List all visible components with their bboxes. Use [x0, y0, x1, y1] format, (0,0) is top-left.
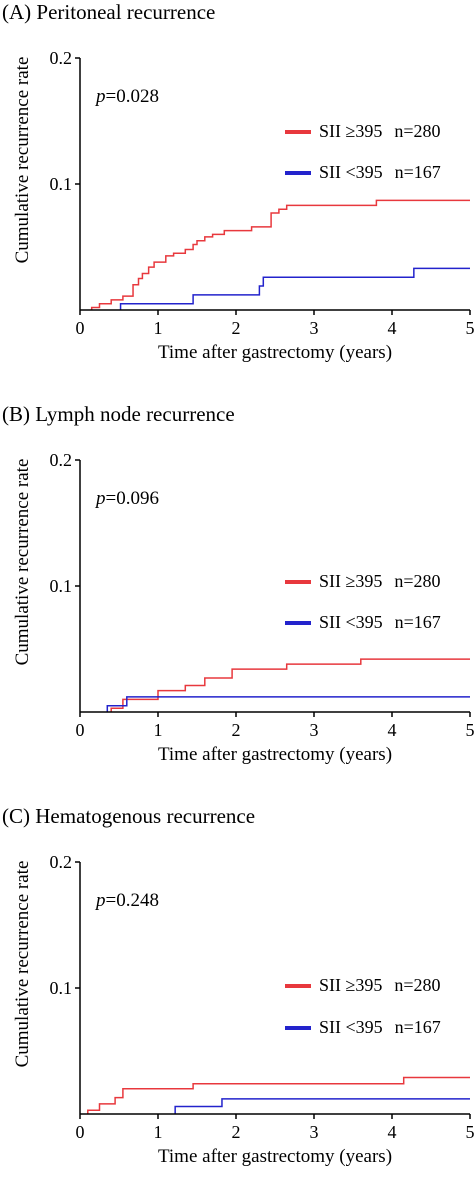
y-tick-label: 0.1 — [50, 174, 73, 194]
legend-swatch-high — [285, 580, 311, 584]
series-line-low — [175, 1099, 470, 1114]
legend-swatch-low — [285, 621, 311, 625]
y-axis-label: Cumulative recurrence rate — [12, 452, 34, 672]
legend-swatch-high — [285, 984, 311, 988]
x-tick-label: 4 — [388, 720, 397, 740]
legend-label-high: SII ≥395 — [319, 975, 382, 995]
x-tick-label: 2 — [232, 720, 241, 740]
chart-panel-c: 0 1 2 3 4 5 0.1 0.2 (C) Hematogenous recurrence… — [0, 804, 474, 1194]
legend-item-low: SII <395 n=167 — [285, 1016, 441, 1038]
legend-n-high: n=280 — [394, 121, 440, 141]
chart-panel-b: 0 1 2 3 4 5 0.1 0.2 (B) Lymph node recurrence C… — [0, 402, 474, 792]
chart-panel-a: 0 1 2 3 4 5 0.1 0.2 (A) Peritoneal recurrence C… — [0, 0, 474, 390]
x-tick-label: 2 — [232, 1122, 241, 1142]
legend-label-high: SII ≥395 — [319, 121, 382, 141]
x-tick-label: 5 — [466, 318, 474, 338]
x-tick-label: 1 — [154, 318, 163, 338]
legend-label-low: SII <395 — [319, 1017, 383, 1037]
chart-svg: 0 1 2 3 4 5 0.1 0.2 — [0, 402, 474, 792]
y-axis-label: Cumulative recurrence rate — [12, 854, 34, 1074]
panel-title: (A) Peritoneal recurrence — [2, 0, 215, 24]
x-axis-label: Time after gastrectomy (years) — [80, 744, 470, 766]
x-tick-label: 3 — [310, 318, 319, 338]
legend-n-low: n=167 — [395, 1017, 441, 1037]
x-tick-label: 4 — [388, 318, 397, 338]
x-tick-label: 4 — [388, 1122, 397, 1142]
x-tick-label: 3 — [310, 720, 319, 740]
x-tick-label: 1 — [154, 1122, 163, 1142]
panel-title: (C) Hematogenous recurrence — [2, 804, 255, 828]
series-line-high — [92, 200, 470, 310]
legend-label-low: SII <395 — [319, 162, 383, 182]
x-tick-label: 3 — [310, 1122, 319, 1142]
y-tick-label: 0.1 — [50, 978, 73, 998]
x-tick-label: 1 — [154, 720, 163, 740]
y-tick-label: 0.2 — [50, 450, 73, 470]
legend-n-low: n=167 — [395, 612, 441, 632]
x-tick-label: 0 — [76, 720, 85, 740]
p-value-label: p=0.248 — [96, 890, 159, 912]
x-axis-label: Time after gastrectomy (years) — [80, 1146, 470, 1168]
p-value-label: p=0.096 — [96, 488, 159, 510]
y-tick-label: 0.1 — [50, 576, 73, 596]
legend-label-low: SII <395 — [319, 612, 383, 632]
x-axis-label: Time after gastrectomy (years) — [80, 342, 470, 364]
legend-item-high: SII ≥395 n=280 — [285, 120, 441, 142]
x-tick-label: 0 — [76, 318, 85, 338]
legend-n-low: n=167 — [395, 162, 441, 182]
legend-n-high: n=280 — [394, 571, 440, 591]
legend-n-high: n=280 — [394, 975, 440, 995]
y-tick-label: 0.2 — [50, 852, 73, 872]
series-line-high — [88, 1077, 470, 1114]
chart-svg: 0 1 2 3 4 5 0.1 0.2 — [0, 0, 474, 390]
legend-item-high: SII ≥395 n=280 — [285, 974, 441, 996]
legend-item-low: SII <395 n=167 — [285, 611, 441, 633]
x-tick-label: 5 — [466, 1122, 474, 1142]
series-line-low — [107, 697, 470, 712]
legend-item-low: SII <395 n=167 — [285, 161, 441, 183]
legend-swatch-low — [285, 1026, 311, 1030]
legend-swatch-high — [285, 130, 311, 134]
legend-label-high: SII ≥395 — [319, 571, 382, 591]
series-line-low — [121, 268, 470, 310]
series-line-high — [111, 659, 470, 712]
x-tick-label: 0 — [76, 1122, 85, 1142]
legend-item-high: SII ≥395 n=280 — [285, 570, 441, 592]
legend-swatch-low — [285, 171, 311, 175]
x-tick-label: 5 — [466, 720, 474, 740]
y-axis-label: Cumulative recurrence rate — [12, 50, 34, 270]
p-value-label: p=0.028 — [96, 86, 159, 108]
panel-title: (B) Lymph node recurrence — [2, 402, 235, 426]
x-tick-label: 2 — [232, 318, 241, 338]
y-tick-label: 0.2 — [50, 48, 73, 68]
